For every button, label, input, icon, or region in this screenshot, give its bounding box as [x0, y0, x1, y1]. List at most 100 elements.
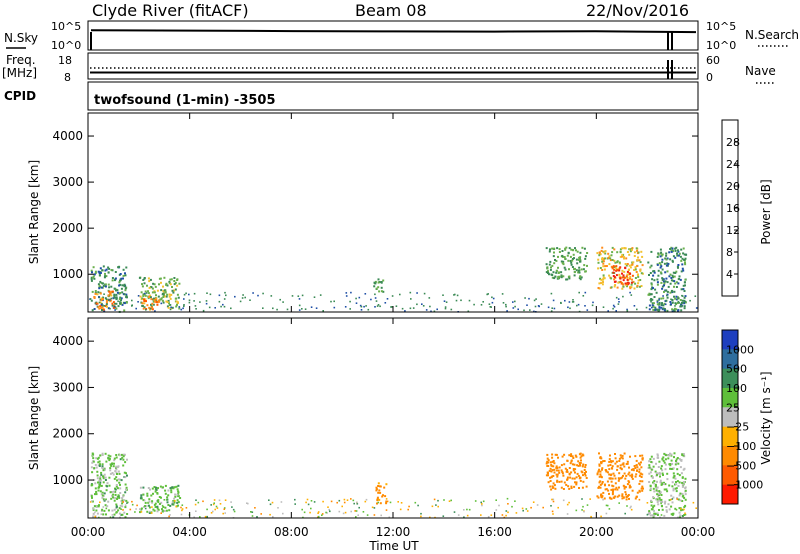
data-cell: [143, 293, 146, 296]
data-cell: [148, 280, 151, 283]
data-cell: [89, 501, 92, 503]
data-cell: [404, 310, 406, 312]
data-cell: [634, 497, 637, 500]
data-cell: [565, 470, 568, 473]
data-cell: [641, 485, 644, 488]
data-cell: [571, 455, 574, 458]
data-cell: [224, 499, 227, 501]
data-cell: [661, 508, 664, 511]
data-cell: [183, 293, 186, 296]
data-cell: [554, 259, 556, 261]
data-cell: [100, 286, 103, 289]
data-cell: [661, 261, 664, 264]
data-cell: [684, 278, 687, 281]
data-cell: [596, 495, 599, 498]
colorbar-frame: [721, 329, 739, 505]
data-cell: [558, 480, 561, 483]
data-cell: [125, 301, 128, 304]
data-cell: [681, 476, 684, 479]
data-cell: [180, 308, 183, 311]
data-cell: [649, 458, 652, 461]
data-cell: [656, 473, 658, 476]
data-cell: [633, 287, 636, 290]
data-cell: [117, 305, 120, 308]
data-cell: [125, 486, 128, 489]
data-cell: [671, 462, 674, 465]
data-cell: [111, 279, 114, 282]
data-cell: [163, 289, 166, 292]
data-cell: [660, 254, 663, 257]
beam-title: Beam 08: [355, 1, 427, 20]
data-cell: [578, 277, 581, 279]
data-cell: [666, 294, 668, 297]
data-cell: [552, 299, 555, 302]
data-cell: [140, 291, 143, 294]
data-cell: [233, 510, 236, 513]
data-cell: [584, 466, 587, 469]
data-cell: [660, 465, 663, 468]
data-cell: [608, 484, 611, 487]
data-cell: [683, 514, 686, 516]
data-cell: [104, 275, 106, 278]
data-cell: [631, 475, 634, 477]
data-cell: [540, 303, 543, 305]
data-cell: [648, 460, 651, 463]
data-cell: [125, 472, 127, 475]
data-cell: [490, 306, 492, 308]
data-cell: [581, 453, 584, 456]
data-cell: [549, 260, 552, 263]
data-cell: [375, 489, 378, 492]
data-cell: [90, 484, 93, 487]
data-cell: [577, 269, 580, 272]
data-cell: [102, 477, 105, 480]
data-cell: [573, 271, 576, 274]
data-cell: [615, 310, 617, 312]
data-cell: [148, 286, 151, 289]
data-cell: [627, 480, 630, 483]
data-cell: [101, 282, 104, 285]
data-cell: [99, 305, 102, 307]
data-cell: [610, 461, 613, 464]
data-cell: [599, 486, 602, 489]
data-cell: [650, 282, 653, 285]
data-cell: [669, 248, 672, 250]
data-cell: [640, 466, 643, 469]
data-cell: [113, 499, 116, 502]
data-cell: [169, 304, 172, 306]
data-cell: [98, 296, 100, 298]
data-cell: [165, 509, 168, 512]
data-cell: [553, 262, 556, 265]
colorbar-label: 8: [726, 246, 733, 259]
data-cell: [584, 257, 587, 260]
data-cell: [672, 467, 675, 470]
data-cell: [164, 492, 167, 495]
data-cell: [613, 276, 616, 279]
data-cell: [101, 463, 104, 466]
data-cell: [160, 501, 163, 504]
data-cell: [681, 500, 684, 502]
data-cell: [666, 472, 669, 475]
data-cell: [385, 483, 388, 486]
data-cell: [572, 468, 575, 470]
data-cell: [617, 303, 620, 305]
freq-tick-bottom: 8: [64, 71, 71, 84]
data-cell: [101, 299, 104, 302]
data-cell: [119, 504, 122, 507]
data-cell: [158, 283, 160, 286]
data-cell: [239, 300, 242, 303]
data-cell: [580, 470, 583, 473]
data-cell: [601, 258, 603, 261]
time-tick-label: 00:00: [681, 525, 716, 539]
data-cell: [648, 481, 651, 483]
data-cell: [382, 279, 385, 282]
data-cell: [421, 303, 423, 305]
data-cell: [112, 496, 114, 499]
data-cell: [571, 477, 574, 480]
data-cell: [107, 271, 110, 274]
data-cell: [684, 487, 687, 490]
data-cell: [99, 476, 102, 478]
data-cell: [621, 272, 623, 275]
data-cell: [195, 308, 197, 310]
data-cell: [679, 514, 682, 517]
data-cell: [202, 500, 204, 503]
